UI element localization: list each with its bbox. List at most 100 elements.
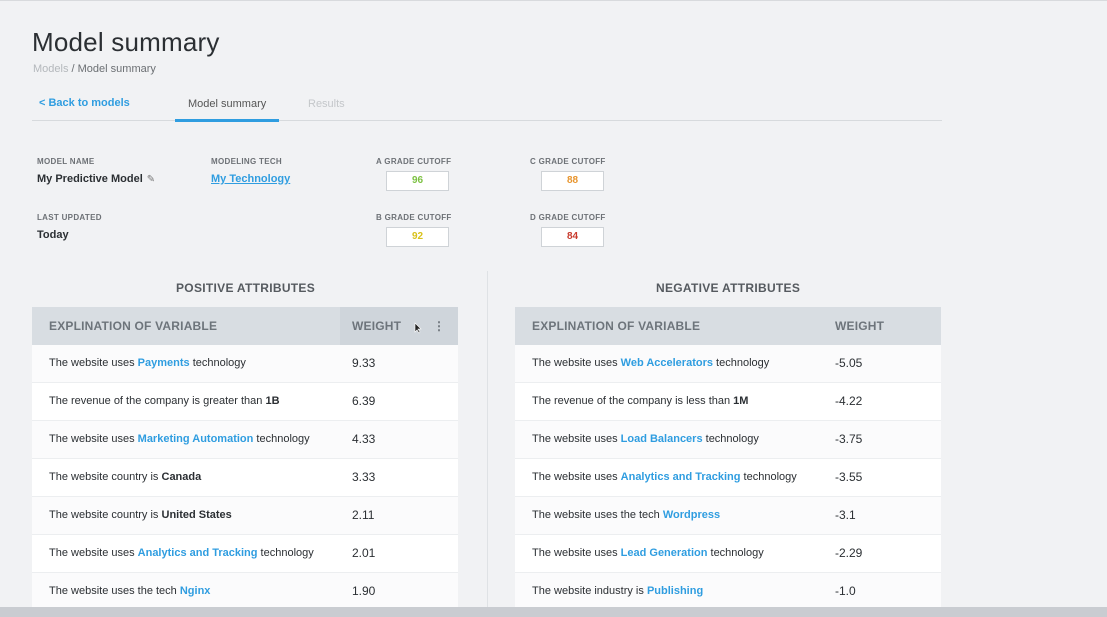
- weight-value: -1.0: [835, 584, 856, 598]
- explanation-value: 1M: [733, 395, 749, 407]
- technology-link[interactable]: Wordpress: [662, 509, 721, 521]
- modeling-tech-link[interactable]: My Technology: [211, 173, 291, 185]
- mouse-cursor-icon: [414, 322, 422, 334]
- table-row: The website uses the tech Wordpress -3.1: [515, 497, 941, 535]
- column-header-variable[interactable]: EXPLINATION OF VARIABLE: [532, 319, 701, 333]
- explanation-value: Canada: [161, 471, 202, 483]
- explanation-prefix: The website uses: [532, 357, 621, 369]
- variable-explanation: The website uses Marketing Automation te…: [49, 433, 310, 445]
- weight-value: -3.75: [835, 432, 863, 446]
- technology-link[interactable]: Publishing: [646, 585, 704, 597]
- explanation-prefix: The revenue of the company is less than: [532, 395, 734, 407]
- column-header-weight[interactable]: WEIGHT: [352, 319, 402, 333]
- weight-column-sort[interactable]: [340, 307, 458, 345]
- variable-explanation: The website country is United States: [49, 509, 232, 521]
- a-grade-cutoff-label: A GRADE CUTOFF: [376, 157, 452, 166]
- explanation-prefix: The website uses: [532, 471, 621, 483]
- technology-link[interactable]: Web Accelerators: [620, 357, 713, 369]
- technology-link[interactable]: Lead Generation: [620, 547, 708, 559]
- table-row: The website uses the tech Nginx 1.90: [32, 573, 458, 611]
- explanation-prefix: The revenue of the company is greater th…: [49, 395, 266, 407]
- negative-attributes-table: EXPLINATION OF VARIABLE WEIGHT The websi…: [515, 307, 941, 611]
- last-updated-value: Today: [37, 229, 69, 241]
- weight-value: -4.22: [835, 394, 863, 408]
- model-name-value: My Predictive Model ✎: [37, 173, 155, 185]
- explanation-prefix: The website uses: [49, 547, 138, 559]
- weight-value: 2.11: [352, 508, 375, 522]
- variable-explanation: The website uses Lead Generation technol…: [532, 547, 764, 559]
- weight-value: -3.55: [835, 470, 863, 484]
- c-grade-cutoff-label: C GRADE CUTOFF: [530, 157, 606, 166]
- explanation-prefix: The website industry is: [532, 585, 647, 597]
- pencil-icon[interactable]: ✎: [146, 174, 156, 185]
- b-grade-cutoff-input[interactable]: 92: [386, 227, 449, 247]
- negative-table-header: EXPLINATION OF VARIABLE WEIGHT: [515, 307, 941, 345]
- weight-value: -3.1: [835, 508, 856, 522]
- model-name-label: MODEL NAME: [37, 157, 95, 166]
- weight-value: 6.39: [352, 394, 376, 408]
- weight-value: 9.33: [352, 356, 376, 370]
- table-row: The website uses Load Balancers technolo…: [515, 421, 941, 459]
- c-grade-cutoff-input[interactable]: 88: [541, 171, 604, 191]
- tab-results[interactable]: Results: [308, 98, 345, 110]
- column-header-weight[interactable]: WEIGHT: [835, 319, 885, 333]
- variable-explanation: The website uses the tech Nginx: [49, 585, 210, 597]
- technology-link[interactable]: Analytics and Tracking: [620, 471, 741, 483]
- table-row: The website uses Analytics and Tracking …: [515, 459, 941, 497]
- explanation-suffix: technology: [707, 547, 764, 559]
- table-row: The website uses Analytics and Tracking …: [32, 535, 458, 573]
- weight-value: 1.90: [352, 584, 376, 598]
- explanation-prefix: The website uses: [532, 433, 621, 445]
- d-grade-cutoff-label: D GRADE CUTOFF: [530, 213, 606, 222]
- variable-explanation: The website industry is Publishing: [532, 585, 703, 597]
- variable-explanation: The website uses Load Balancers technolo…: [532, 433, 759, 445]
- d-grade-cutoff-input[interactable]: 84: [541, 227, 604, 247]
- b-grade-cutoff-label: B GRADE CUTOFF: [376, 213, 452, 222]
- technology-link[interactable]: Nginx: [179, 585, 211, 597]
- explanation-value: United States: [161, 509, 232, 521]
- breadcrumb-models-link[interactable]: Models: [33, 63, 69, 75]
- table-row: The website industry is Publishing -1.0: [515, 573, 941, 611]
- variable-explanation: The revenue of the company is greater th…: [49, 395, 280, 407]
- a-grade-cutoff-input[interactable]: 96: [386, 171, 449, 191]
- negative-attributes-title: NEGATIVE ATTRIBUTES: [656, 281, 801, 295]
- bottom-scrollbar[interactable]: [0, 607, 1107, 617]
- table-row: The website uses Lead Generation technol…: [515, 535, 941, 573]
- tab-model-summary[interactable]: Model summary: [174, 98, 280, 122]
- weight-value: -2.29: [835, 546, 863, 560]
- kebab-icon[interactable]: ⋮: [433, 319, 445, 333]
- variable-explanation: The revenue of the company is less than …: [532, 395, 748, 407]
- table-row: The website country is Canada 3.33: [32, 459, 458, 497]
- back-to-models-link[interactable]: < Back to models: [39, 97, 130, 109]
- table-row: The revenue of the company is greater th…: [32, 383, 458, 421]
- variable-explanation: The website uses Analytics and Tracking …: [532, 471, 797, 483]
- explanation-prefix: The website uses the tech: [49, 585, 180, 597]
- technology-link[interactable]: Payments: [137, 357, 190, 369]
- positive-attributes-table: EXPLINATION OF VARIABLE WEIGHT ⋮ The web…: [32, 307, 458, 611]
- positive-attributes-title: POSITIVE ATTRIBUTES: [176, 281, 316, 295]
- explanation-suffix: technology: [253, 433, 310, 445]
- weight-value: 4.33: [352, 432, 376, 446]
- technology-link[interactable]: Marketing Automation: [137, 433, 254, 445]
- explanation-suffix: technology: [712, 357, 770, 369]
- variable-explanation: The website uses Web Accelerators techno…: [532, 357, 769, 369]
- explanation-prefix: The website uses: [49, 433, 138, 445]
- breadcrumb: Models / Model summary: [33, 63, 156, 75]
- table-row: The website uses Marketing Automation te…: [32, 421, 458, 459]
- explanation-prefix: The website uses the tech: [532, 509, 663, 521]
- explanation-prefix: The website uses: [532, 547, 621, 559]
- explanation-value: 1B: [265, 395, 280, 407]
- column-header-variable[interactable]: EXPLINATION OF VARIABLE: [49, 319, 218, 333]
- table-row: The website country is United States 2.11: [32, 497, 458, 535]
- explanation-suffix: technology: [189, 357, 246, 369]
- technology-link[interactable]: Analytics and Tracking: [137, 547, 258, 559]
- variable-explanation: The website uses the tech Wordpress: [532, 509, 720, 521]
- table-row: The revenue of the company is less than …: [515, 383, 941, 421]
- explanation-suffix: technology: [702, 433, 759, 445]
- explanation-prefix: The website country is: [49, 509, 162, 521]
- weight-value: 3.33: [352, 470, 376, 484]
- positive-table-header: EXPLINATION OF VARIABLE WEIGHT ⋮: [32, 307, 458, 345]
- technology-link[interactable]: Load Balancers: [620, 433, 703, 445]
- positive-table-body: The website uses Payments technology 9.33…: [32, 345, 458, 611]
